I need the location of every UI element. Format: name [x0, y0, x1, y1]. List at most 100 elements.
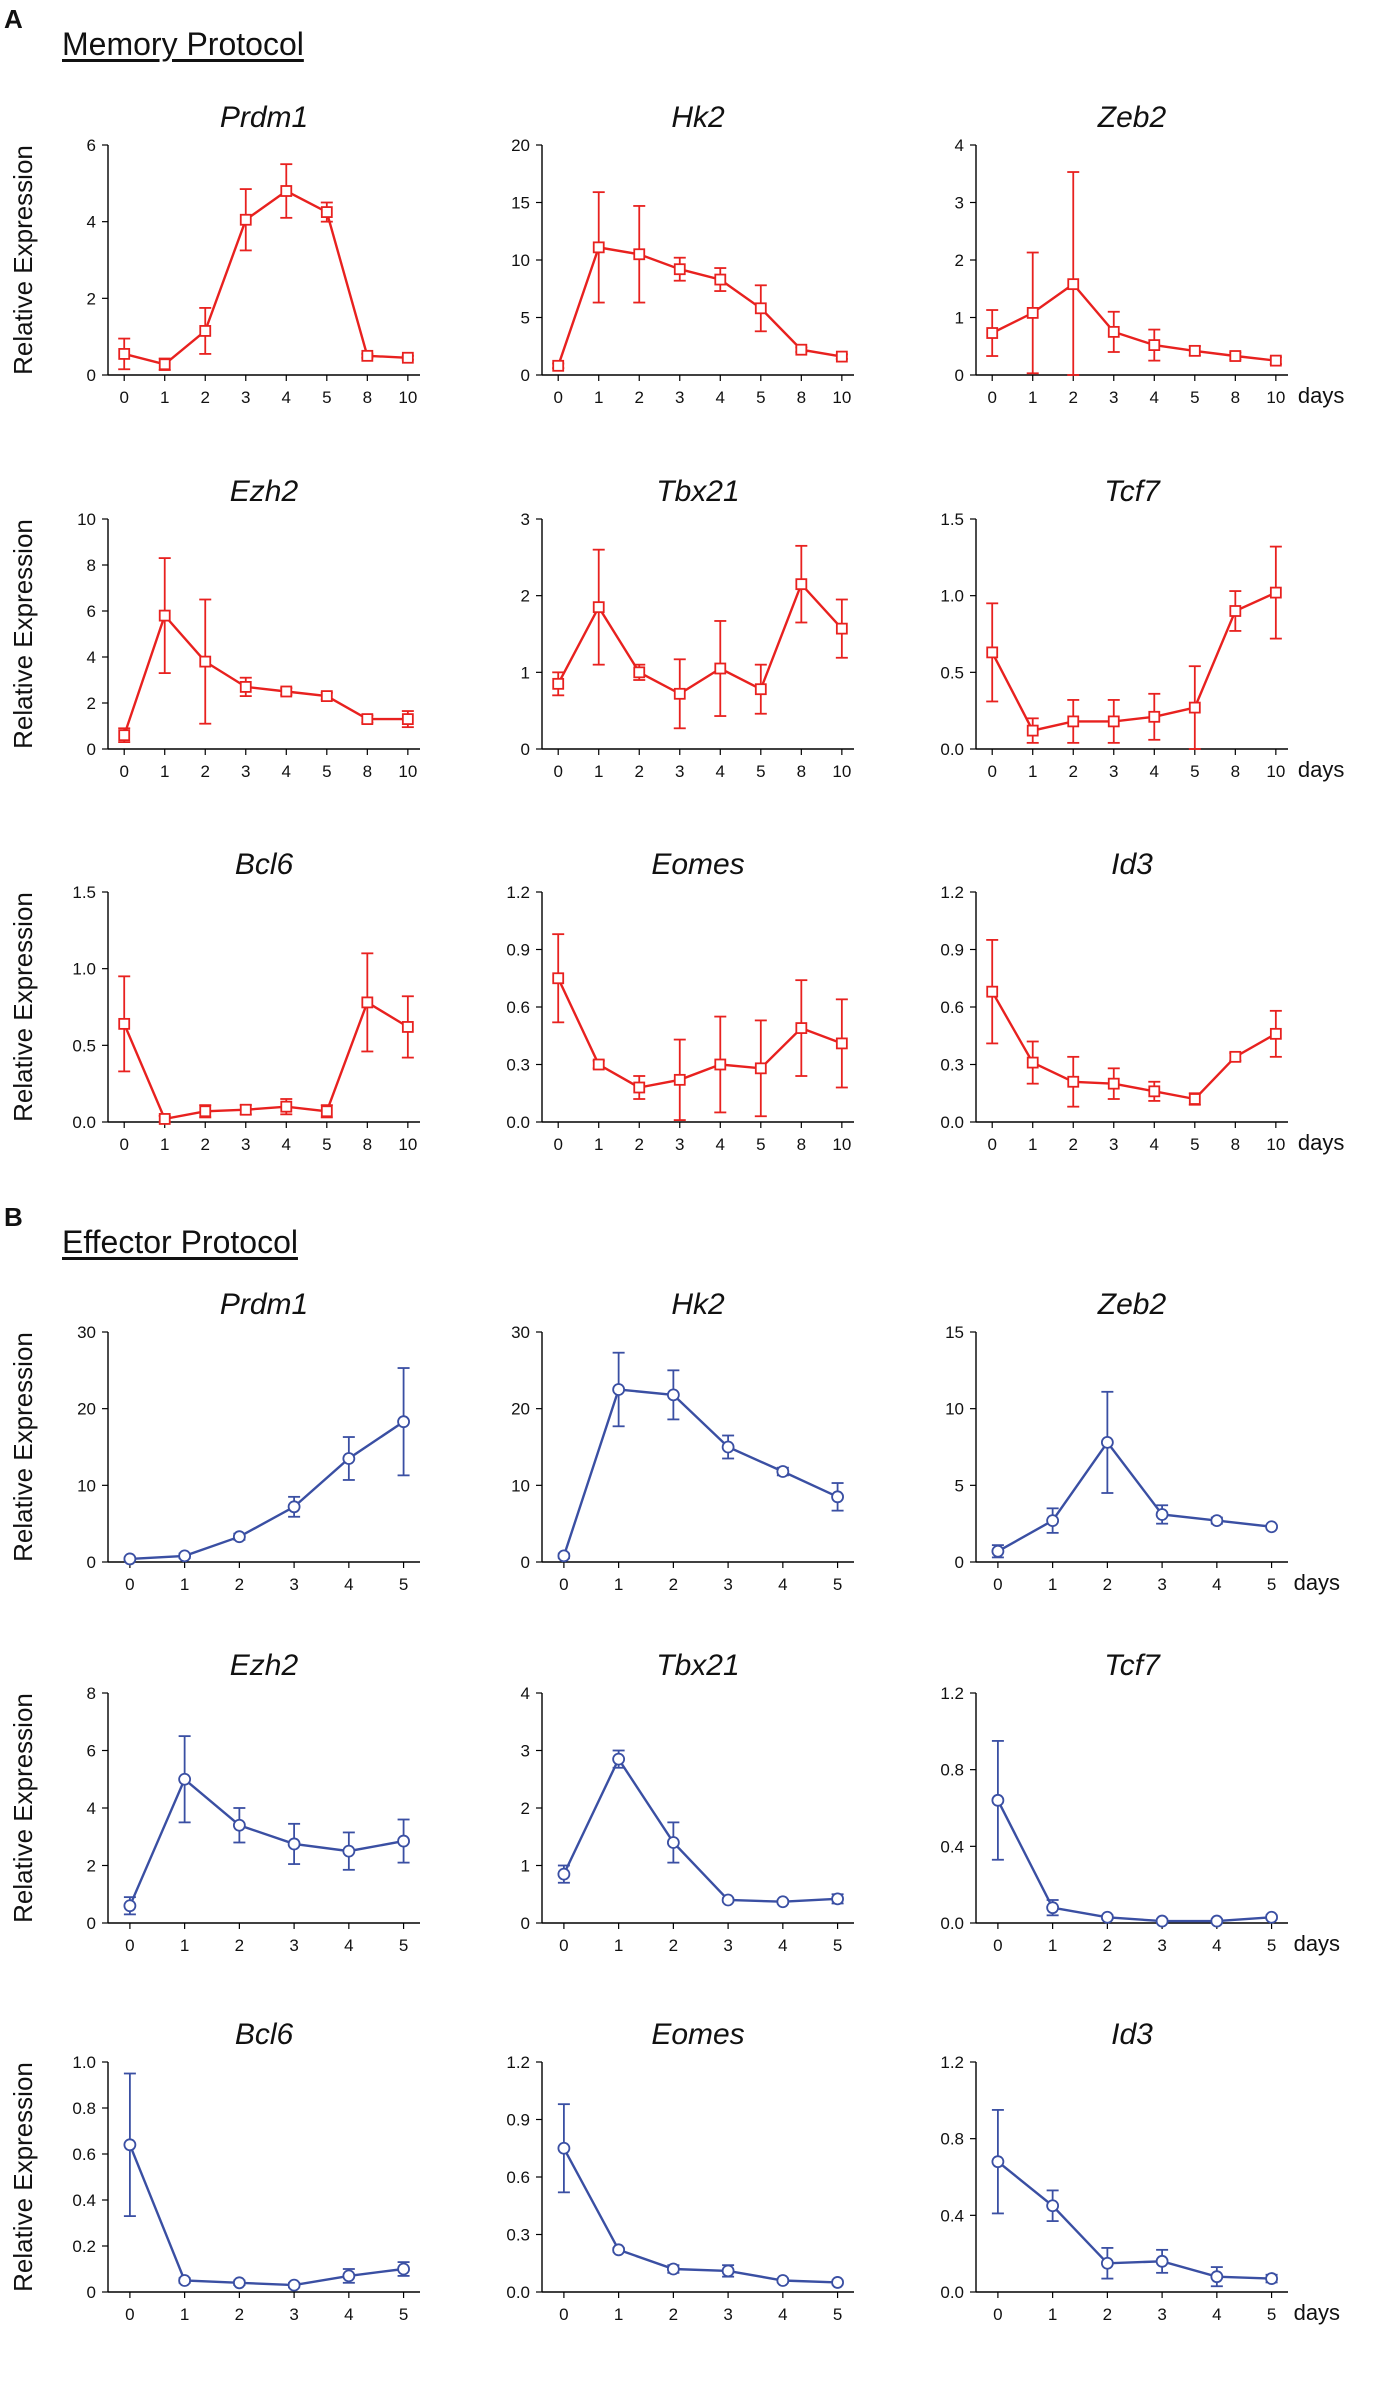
data-point	[776, 1895, 790, 1909]
y-tick-label: 1.0	[72, 2053, 96, 2072]
x-tick-label: 0	[559, 1936, 568, 1955]
x-tick-label: 8	[1231, 388, 1240, 407]
chart-title: Prdm1	[220, 101, 308, 134]
data-point	[633, 248, 646, 261]
y-tick-label: 0.3	[506, 1056, 530, 1075]
y-tick-label: 1.2	[506, 2053, 530, 2072]
chart-effector-bcl6: Bcl6 0 0.2 0.4 0.6 0.8 1.0 0 1 2 3 4 5 Relative Expre…	[8, 2018, 420, 2324]
y-tick-label: 6	[87, 136, 96, 155]
y-tick-label: 0	[521, 366, 530, 385]
data-point	[1269, 1027, 1282, 1040]
x-tick-label: 5	[1190, 388, 1199, 407]
x-tick-label: 5	[1190, 1135, 1199, 1154]
y-tick-label: 4	[87, 648, 96, 667]
x-unit-label: days	[1298, 383, 1344, 408]
y-tick-label: 10	[511, 1476, 530, 1495]
x-tick-label: 2	[235, 1575, 244, 1594]
y-tick-label: 0	[955, 366, 964, 385]
chart-memory-tcf7: Tcf7 0.0 0.5 1.0 1.5 0 1 2 3 4 5 8 10 days	[940, 475, 1344, 782]
data-point	[714, 662, 727, 675]
series-line	[128, 2144, 404, 2287]
data-point	[1269, 586, 1282, 599]
data-point	[158, 1113, 171, 1125]
data-point	[1026, 724, 1039, 737]
y-tick-label: 20	[511, 136, 530, 155]
y-tick-label: 0.8	[940, 1761, 964, 1780]
data-point	[401, 713, 414, 725]
x-tick-label: 3	[1157, 1936, 1166, 1955]
chart-effector-ezh2: Ezh2 0 2 4 6 8 0 1 2 3 4 5 Relative Expression	[8, 1649, 420, 1955]
y-tick-label: 0	[521, 740, 530, 759]
data-point	[178, 2274, 192, 2287]
y-tick-label: 0.0	[940, 1914, 964, 1933]
chart-memory-prdm1: Prdm1 0 2 4 6 0 1 2 3 4 5 8 10 Relative Expression	[8, 101, 420, 407]
x-tick-label: 0	[125, 1936, 134, 1955]
x-tick-label: 3	[675, 762, 684, 781]
x-tick-label: 3	[675, 1135, 684, 1154]
data-point	[1188, 701, 1201, 714]
data-point	[991, 1793, 1005, 1807]
data-point	[1100, 1910, 1114, 1924]
chart-title: Bcl6	[235, 848, 294, 881]
data-point	[232, 1818, 246, 1832]
data-point	[557, 1867, 571, 1881]
data-point	[754, 683, 767, 696]
x-tick-label: 4	[716, 388, 725, 407]
data-point	[1067, 715, 1080, 728]
y-tick-label: 0.4	[72, 2191, 96, 2210]
data-point	[831, 1490, 844, 1504]
chart-title: Tcf7	[1104, 475, 1161, 508]
y-tick-label: 0.6	[506, 998, 530, 1017]
data-point	[239, 681, 252, 693]
data-point	[795, 343, 808, 356]
series-line	[991, 991, 1277, 1101]
y-tick-label: 0.9	[506, 941, 530, 960]
x-tick-label: 1	[180, 1575, 189, 1594]
x-tick-label: 2	[669, 1575, 678, 1594]
data-point	[320, 1105, 333, 1118]
x-tick-label: 3	[241, 388, 250, 407]
y-tick-label: 0.8	[940, 2130, 964, 2149]
y-tick-label: 1	[521, 663, 530, 682]
y-tick-label: 0.5	[940, 663, 964, 682]
x-tick-label: 4	[716, 762, 725, 781]
x-tick-label: 0	[119, 762, 128, 781]
y-tick-label: 3	[955, 194, 964, 213]
x-tick-label: 0	[125, 2305, 134, 2324]
effector-protocol-title: Effector Protocol	[62, 1224, 298, 1260]
data-point	[835, 1037, 848, 1050]
data-point	[287, 1837, 301, 1851]
x-tick-label: 2	[1069, 388, 1078, 407]
series-line	[557, 581, 843, 696]
data-point	[361, 713, 374, 725]
chart-title: Ezh2	[230, 475, 299, 508]
x-tick-label: 1	[1048, 1936, 1057, 1955]
y-tick-label: 0.9	[506, 2111, 530, 2130]
x-tick-label: 4	[1212, 1936, 1221, 1955]
y-tick-label: 0.0	[72, 1113, 96, 1132]
x-tick-label: 5	[399, 2305, 408, 2324]
chart-title: Eomes	[651, 2018, 744, 2051]
data-point	[280, 1100, 293, 1113]
y-tick-label: 8	[87, 556, 96, 575]
x-tick-label: 10	[1266, 1135, 1285, 1154]
chart-memory-ezh2: Ezh2 0 2 4 6 8 10 0 1 2 3 4 5 8 10 Relative Expression	[8, 475, 420, 781]
data-point	[397, 2262, 410, 2276]
data-point	[1210, 2270, 1224, 2284]
x-tick-label: 3	[289, 2305, 298, 2324]
x-tick-label: 1	[160, 762, 169, 781]
x-tick-label: 1	[180, 2305, 189, 2324]
data-point	[612, 1752, 626, 1766]
data-point	[401, 1021, 414, 1033]
chart-title: Zeb2	[1097, 101, 1167, 134]
data-point	[1155, 1508, 1169, 1521]
data-point	[397, 1415, 410, 1429]
y-axis-label: Relative Expression	[8, 1332, 38, 1562]
data-point	[158, 609, 171, 622]
data-point	[673, 687, 686, 700]
y-tick-label: 0.9	[940, 941, 964, 960]
x-tick-label: 8	[1231, 762, 1240, 781]
y-tick-label: 4	[87, 1799, 96, 1818]
x-tick-label: 10	[1266, 762, 1285, 781]
y-tick-label: 0.0	[940, 1113, 964, 1132]
